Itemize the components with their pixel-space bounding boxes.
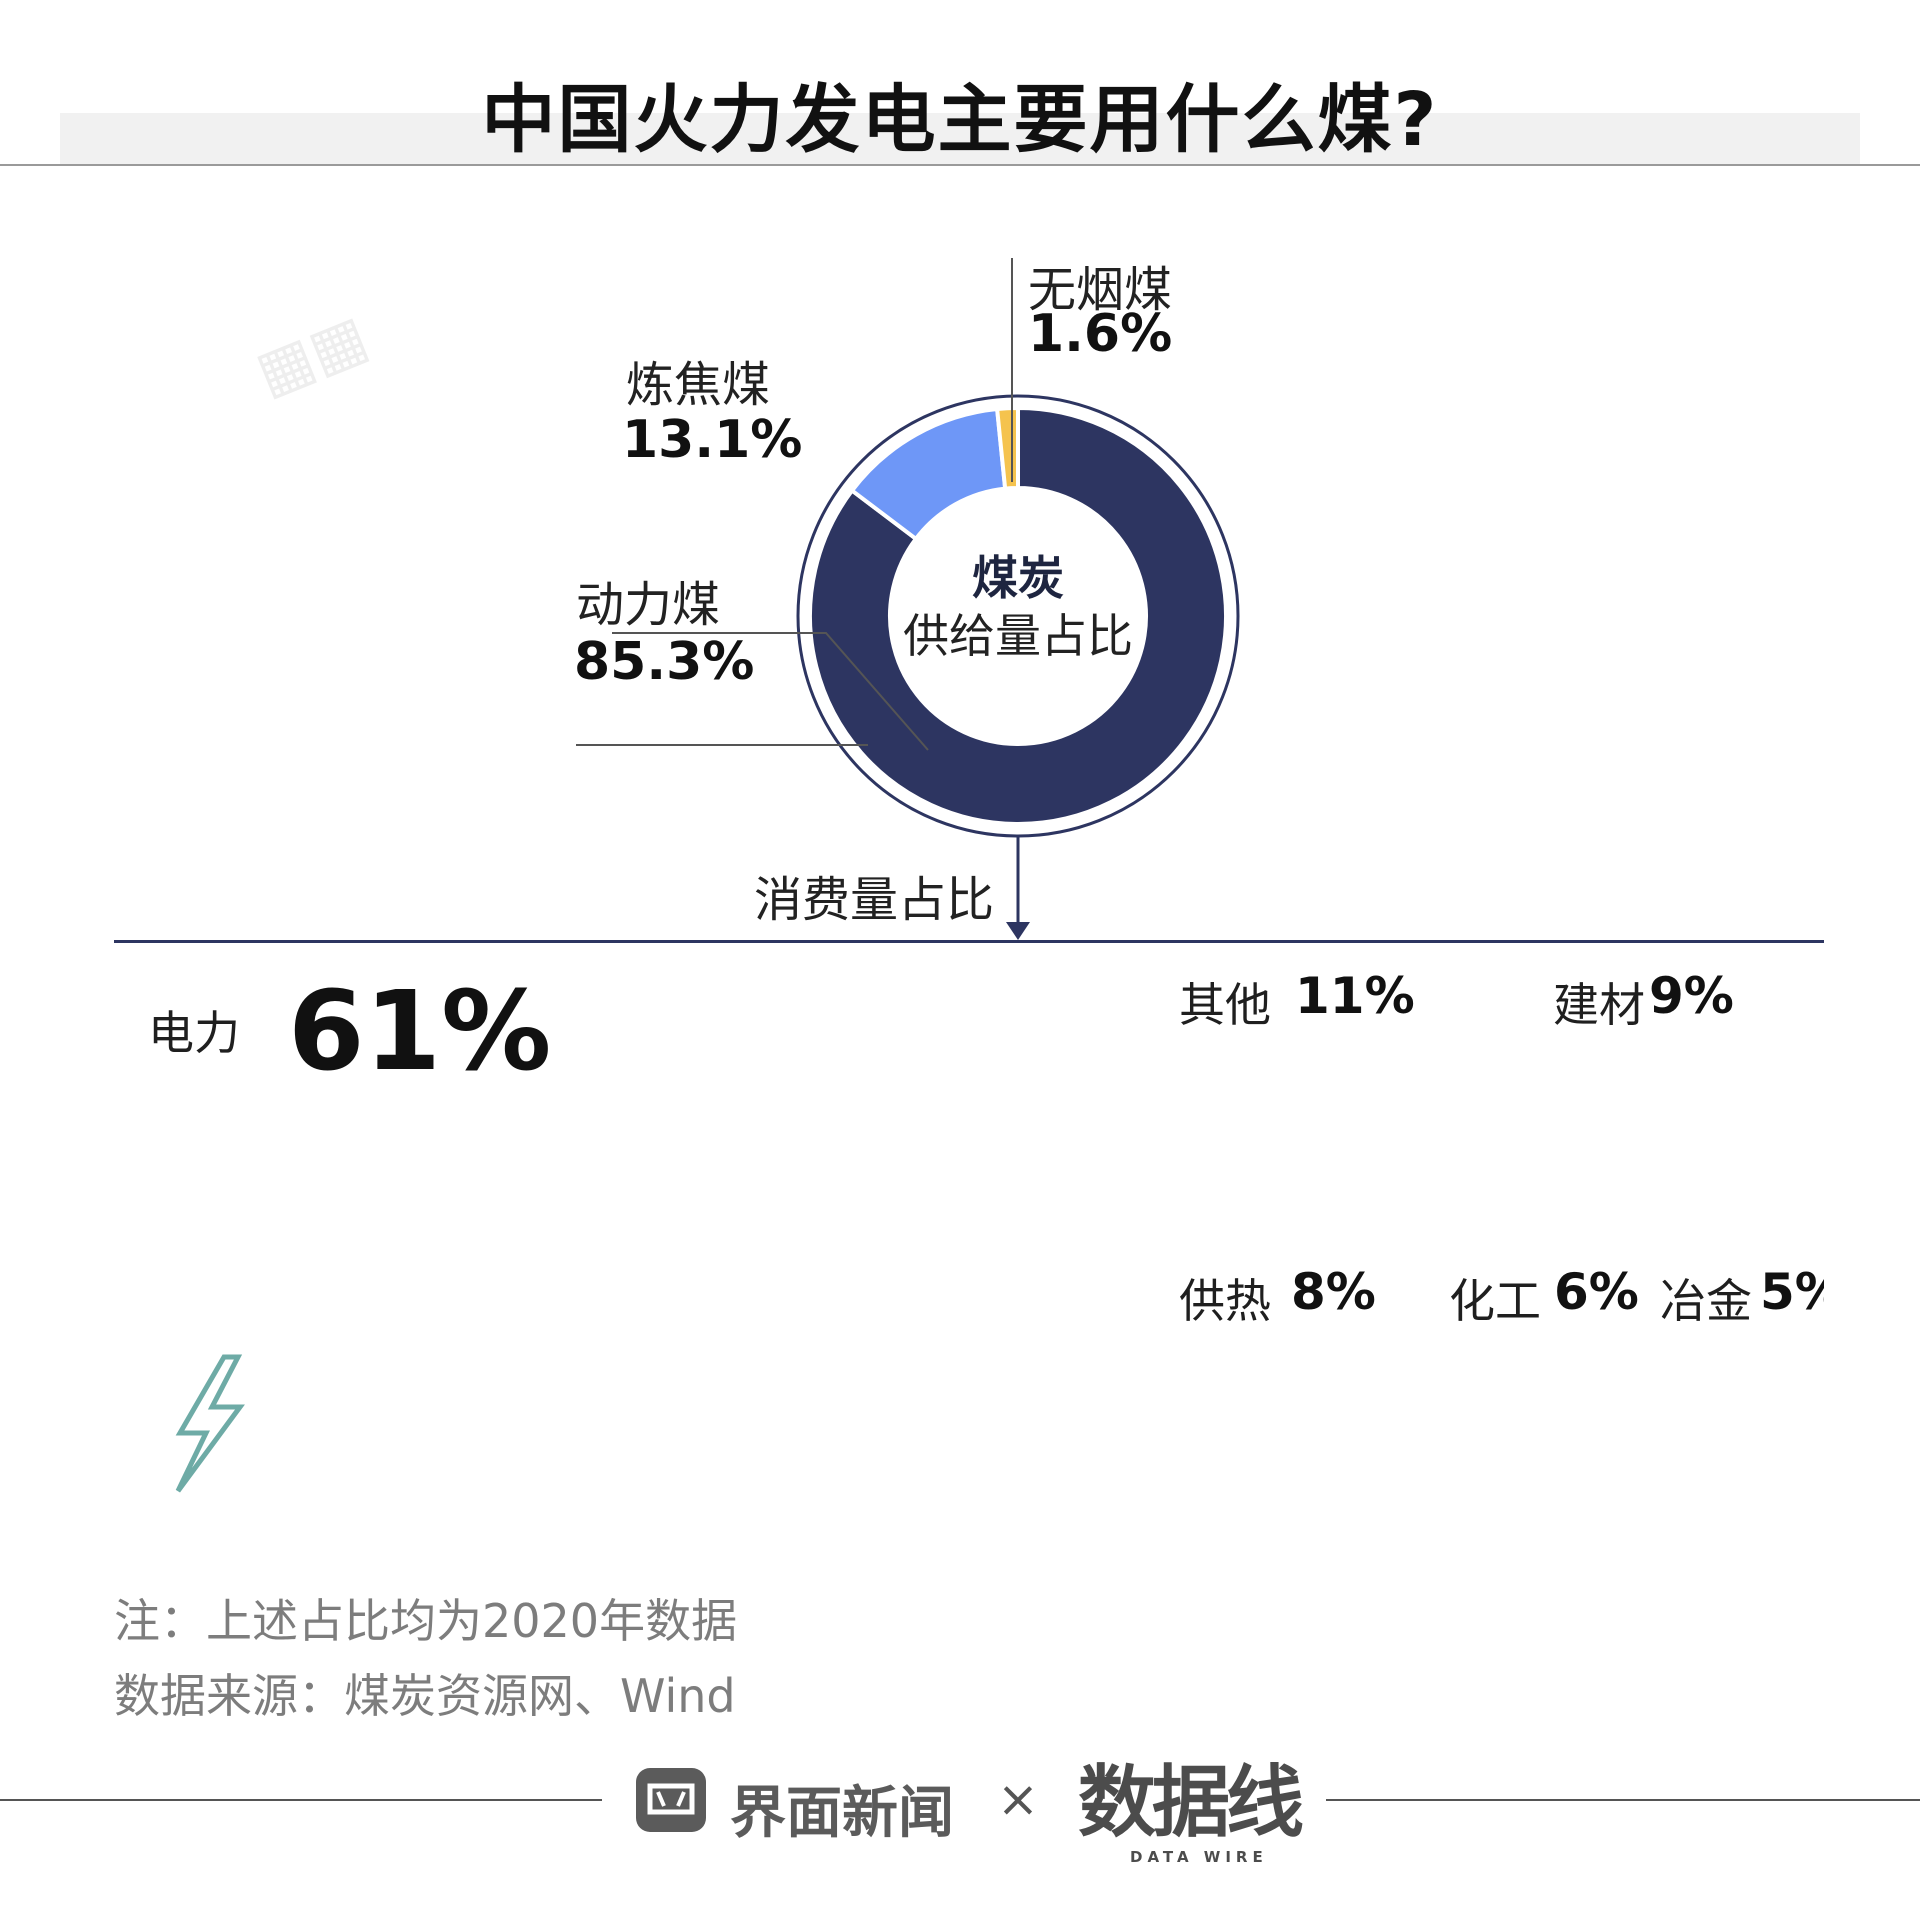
tile-building: 建材 9% — [1531, 953, 1824, 1245]
datawire-logo-text: 数据线 — [1078, 1758, 1304, 1848]
treemap-top-rule — [114, 940, 1824, 943]
donut-chart — [576, 258, 1240, 940]
steel-ingot-icon — [1669, 1393, 1783, 1501]
tile-power-value: 61% — [288, 967, 552, 1095]
label-thermal-coal-name: 动力煤 — [576, 577, 721, 633]
tile-chemical-name: 化工 — [1449, 1274, 1541, 1328]
treemap-title: 消费量占比 — [754, 872, 995, 928]
tile-other: 其他 11% — [1159, 953, 1522, 1245]
page-title: 中国火力发电主要用什么煤? — [481, 77, 1439, 163]
leader-line-coking — [612, 632, 929, 751]
tile-heating-value: 8% — [1291, 1263, 1376, 1321]
label-coking-coal-value: 13.1% — [622, 410, 803, 470]
tile-building-name: 建材 — [1553, 978, 1645, 1032]
jiemian-brand-name: 界面新闻 — [730, 1781, 954, 1846]
tile-heating: 供热 8% — [1159, 1251, 1437, 1525]
label-anthracite-name: 无烟煤 — [1028, 262, 1173, 318]
tile-chemical: 化工 6% — [1443, 1251, 1648, 1525]
radiator-icon — [1187, 1389, 1291, 1513]
tile-metallurgy-name: 冶金 — [1660, 1274, 1752, 1328]
donut-slice-thermal-coal — [808, 405, 1228, 826]
tile-other-name: 其他 — [1179, 978, 1271, 1032]
brand-times-sign: × — [997, 1770, 1039, 1828]
pipes-icon — [1179, 1131, 1275, 1215]
label-thermal-coal-value: 85.3% — [574, 632, 755, 692]
donut-center-title: 煤炭 — [972, 551, 1064, 605]
tile-other-value: 11% — [1295, 967, 1415, 1025]
title-divider — [0, 164, 1920, 166]
footnote: 注：上述占比均为2020年数据 — [114, 1594, 738, 1648]
tile-power-name: 电力 — [148, 1006, 240, 1060]
title-background — [60, 113, 1860, 165]
tile-chemical-value: 6% — [1554, 1263, 1639, 1321]
tile-metallurgy-value: 5% — [1760, 1263, 1824, 1321]
jiemian-logo-icon — [636, 1768, 706, 1832]
flask-icon — [1465, 1391, 1561, 1513]
datawire-logo-subtext: DATA WIRE — [1130, 1848, 1268, 1866]
lightning-icon — [147, 1354, 257, 1493]
bricks-icon — [1551, 1125, 1679, 1219]
tile-metallurgy: 冶金 5% — [1654, 1251, 1824, 1525]
footer-rule-right — [1326, 1799, 1920, 1801]
donut-center-subtitle: 供给量占比 — [903, 609, 1133, 663]
tile-building-value: 9% — [1649, 967, 1734, 1025]
label-anthracite-value: 1.6% — [1028, 304, 1173, 364]
tile-power: 电力 61% — [114, 953, 1154, 1525]
tile-heating-name: 供热 — [1179, 1274, 1271, 1328]
footer-rule-left — [0, 1799, 602, 1801]
arrow-head — [1006, 922, 1030, 940]
data-source: 数据来源：煤炭资源网、Wind — [114, 1669, 736, 1723]
label-coking-coal-name: 炼焦煤 — [626, 357, 771, 413]
